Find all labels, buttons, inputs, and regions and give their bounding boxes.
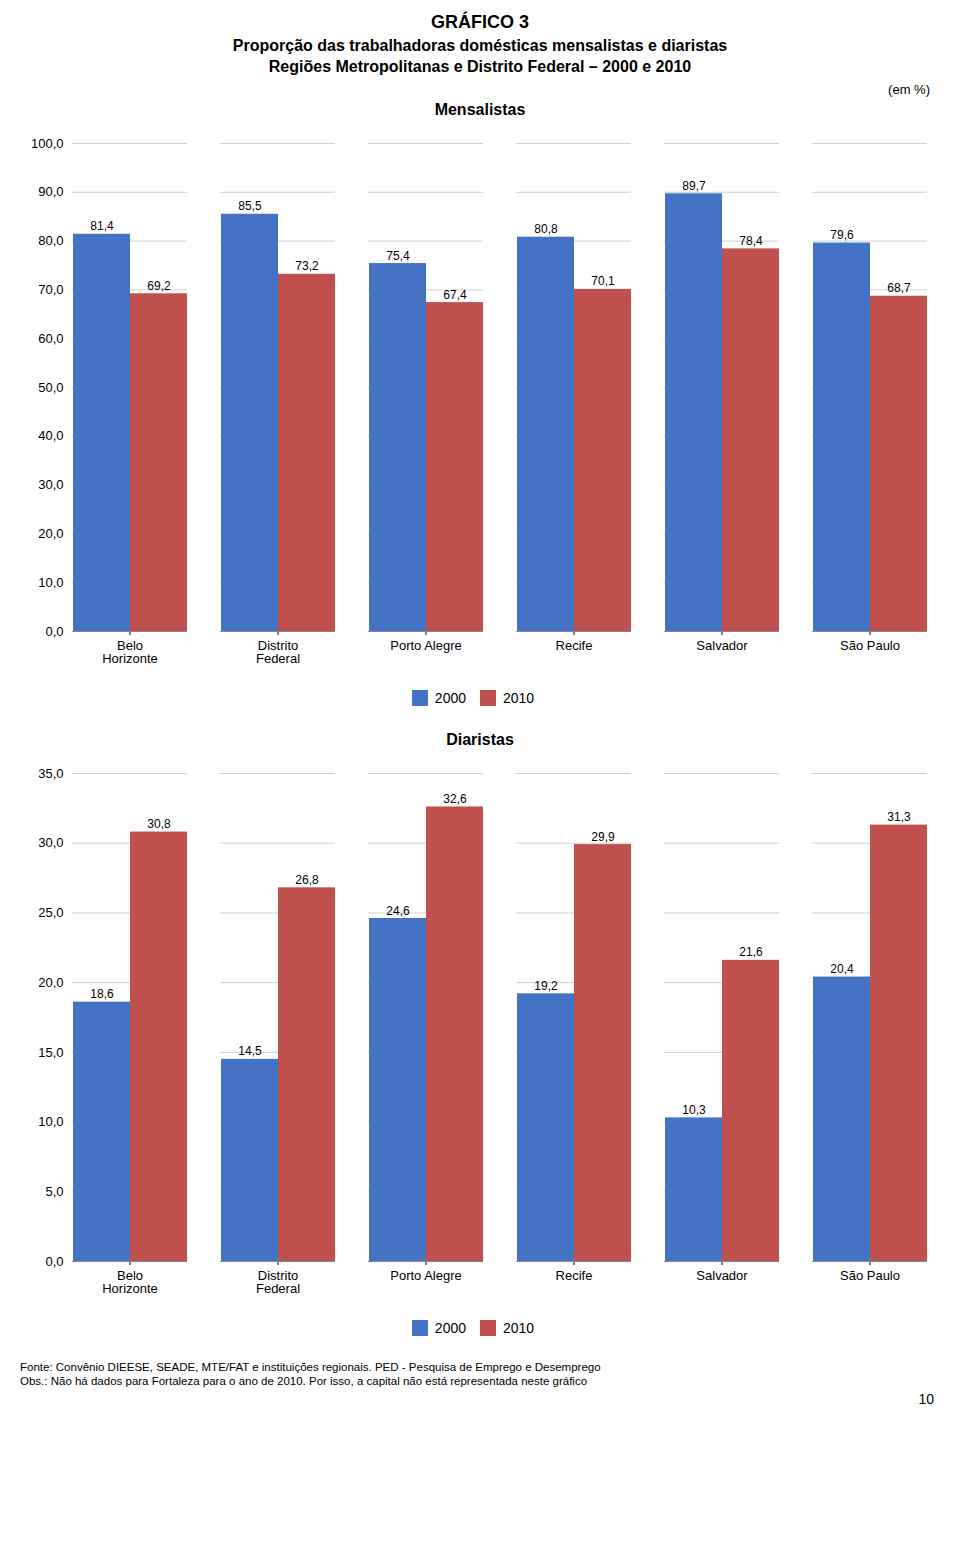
- svg-text:Recife: Recife: [556, 1268, 593, 1283]
- html-text:Regiões Metropolitanas e Distr: Regiões Metropolitanas e Distrito Federa…: [268, 58, 692, 75]
- svg-text:78,4: 78,4: [739, 234, 763, 248]
- svg-text:20,4: 20,4: [830, 962, 854, 976]
- svg-text:Salvador: Salvador: [696, 1268, 748, 1283]
- svg-text:35,0: 35,0: [38, 766, 63, 781]
- svg-text:80,0: 80,0: [38, 233, 63, 248]
- svg-text:75,4: 75,4: [386, 249, 410, 263]
- svg-text:24,6: 24,6: [386, 904, 410, 918]
- svg-text:Recife: Recife: [556, 638, 593, 653]
- html-text:Fonte: Convênio DIEESE, SEADE,: Fonte: Convênio DIEESE, SEADE, MTE/FAT e…: [20, 1361, 601, 1373]
- svg-text:60,0: 60,0: [38, 331, 63, 346]
- svg-text:69,2: 69,2: [147, 279, 171, 293]
- svg-text:São Paulo: São Paulo: [840, 1268, 900, 1283]
- svg-text:30,0: 30,0: [38, 835, 63, 850]
- html-text:Mensalistas: Mensalistas: [434, 101, 526, 118]
- svg-text:15,0: 15,0: [38, 1045, 63, 1060]
- svg-text:18,6: 18,6: [90, 987, 114, 1001]
- html-text:10: 10: [918, 1391, 934, 1407]
- svg-text:79,6: 79,6: [830, 228, 854, 242]
- html-text:Proporção das trabalhadoras do: Proporção das trabalhadoras domésticas m…: [232, 37, 728, 54]
- html-text:Diaristas: Diaristas: [446, 731, 514, 748]
- svg-text:0,0: 0,0: [45, 624, 63, 639]
- svg-text:DistritoFederal: DistritoFederal: [256, 638, 300, 666]
- svg-text:14,5: 14,5: [238, 1044, 262, 1058]
- svg-text:29,9: 29,9: [591, 830, 615, 844]
- svg-text:Porto Alegre: Porto Alegre: [390, 1268, 462, 1283]
- svg-text:31,3: 31,3: [887, 810, 911, 824]
- svg-text:50,0: 50,0: [38, 380, 63, 395]
- svg-text:85,5: 85,5: [238, 199, 262, 213]
- svg-text:73,2: 73,2: [295, 259, 319, 273]
- svg-text:30,0: 30,0: [38, 477, 63, 492]
- svg-text:26,8: 26,8: [295, 873, 319, 887]
- html-text:Obs.: Não há dados para Fortal: Obs.: Não há dados para Fortaleza para o…: [20, 1375, 588, 1387]
- svg-text:BeloHorizonte: BeloHorizonte: [102, 1268, 158, 1296]
- svg-text:81,4: 81,4: [90, 219, 114, 233]
- svg-text:DistritoFederal: DistritoFederal: [256, 1268, 300, 1296]
- svg-text:10,0: 10,0: [38, 575, 63, 590]
- svg-text:5,0: 5,0: [45, 1184, 63, 1199]
- svg-text:Salvador: Salvador: [696, 638, 748, 653]
- html-text:2000: 2000: [434, 1319, 466, 1336]
- html-text:GRÁFICO 3: GRÁFICO 3: [431, 12, 529, 32]
- html-text:2010: 2010: [503, 1319, 535, 1336]
- svg-text:70,1: 70,1: [591, 274, 615, 288]
- svg-text:40,0: 40,0: [38, 428, 63, 443]
- svg-text:São Paulo: São Paulo: [840, 638, 900, 653]
- svg-text:19,2: 19,2: [534, 979, 558, 993]
- html-text:2010: 2010: [503, 689, 535, 706]
- html-text:2000: 2000: [434, 689, 466, 706]
- svg-text:25,0: 25,0: [38, 905, 63, 920]
- svg-text:68,7: 68,7: [887, 281, 911, 295]
- svg-text:90,0: 90,0: [38, 184, 63, 199]
- svg-text:20,0: 20,0: [38, 526, 63, 541]
- svg-text:80,8: 80,8: [534, 222, 558, 236]
- svg-text:89,7: 89,7: [682, 179, 706, 193]
- svg-text:10,3: 10,3: [682, 1103, 706, 1117]
- svg-text:67,4: 67,4: [443, 288, 467, 302]
- html-text:(em %): (em %): [888, 82, 930, 97]
- svg-text:70,0: 70,0: [38, 282, 63, 297]
- svg-text:100,0: 100,0: [31, 136, 64, 151]
- svg-text:BeloHorizonte: BeloHorizonte: [102, 638, 158, 666]
- svg-text:32,6: 32,6: [443, 792, 467, 806]
- svg-text:30,8: 30,8: [147, 817, 171, 831]
- svg-text:0,0: 0,0: [45, 1254, 63, 1269]
- svg-text:Porto Alegre: Porto Alegre: [390, 638, 462, 653]
- svg-text:21,6: 21,6: [739, 945, 763, 959]
- svg-text:10,0: 10,0: [38, 1114, 63, 1129]
- svg-text:20,0: 20,0: [38, 975, 63, 990]
